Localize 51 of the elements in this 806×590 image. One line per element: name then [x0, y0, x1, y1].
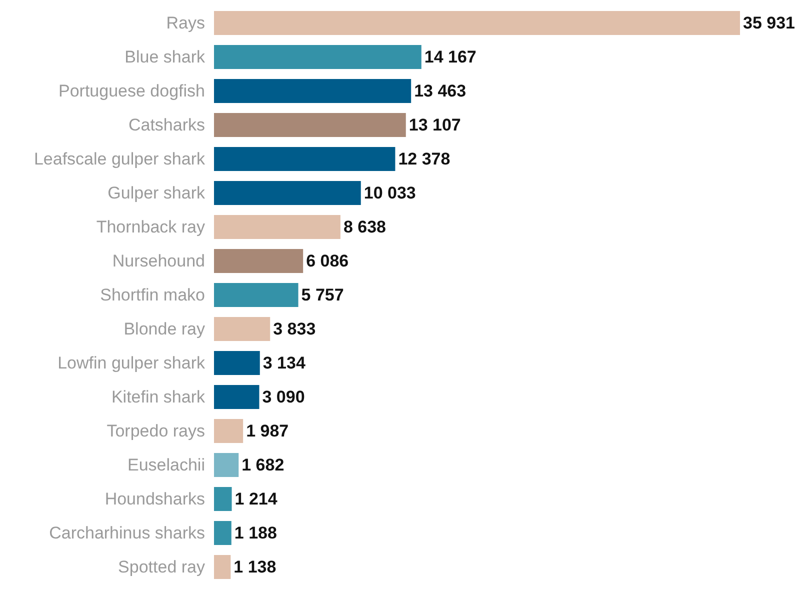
data-label: 1 682: [242, 456, 284, 474]
data-label: 3 090: [262, 388, 305, 406]
data-label: 13 107: [408, 116, 461, 134]
y-tick-label: Houndsharks: [104, 490, 205, 508]
y-tick-label: Kitefin shark: [111, 388, 206, 406]
data-label: 3 833: [273, 320, 316, 338]
y-tick-label: Blue shark: [124, 48, 206, 66]
bar: [214, 487, 232, 511]
bar: [214, 283, 298, 307]
bar: [214, 419, 244, 443]
bar: [214, 351, 260, 375]
bar: [214, 181, 361, 205]
bar: [214, 521, 232, 545]
bar: [214, 45, 422, 69]
bar: [214, 215, 340, 239]
data-label: 1 214: [234, 490, 278, 508]
y-tick-label: Rays: [166, 14, 205, 32]
data-label: 14 167: [424, 48, 476, 66]
y-tick-label: Nursehound: [112, 252, 205, 270]
y-tick-label: Torpedo rays: [106, 422, 205, 440]
y-tick-label: Portuguese dogfish: [58, 82, 205, 100]
bar: [214, 555, 231, 579]
data-label: 8 638: [343, 218, 386, 236]
bar: [214, 453, 239, 477]
y-tick-label: Thornback ray: [96, 218, 206, 236]
y-tick-label: Leafscale gulper shark: [34, 150, 206, 168]
y-tick-label: Blonde ray: [124, 320, 206, 338]
y-tick-label: Carcharhinus sharks: [49, 524, 205, 542]
y-tick-label: Shortfin mako: [100, 286, 205, 304]
bar: [214, 79, 412, 103]
data-label: 6 086: [306, 252, 349, 270]
data-label: 3 134: [262, 354, 306, 372]
y-tick-label: Spotted ray: [118, 558, 206, 576]
y-tick-label: Gulper shark: [108, 184, 206, 202]
y-tick-label: Catsharks: [128, 116, 205, 134]
data-label: 5 757: [301, 286, 344, 304]
data-label: 13 463: [414, 82, 466, 100]
data-label: 1 138: [234, 558, 276, 576]
y-tick-label: Lowfin gulper shark: [58, 354, 206, 372]
bar: [214, 11, 740, 35]
data-label: 10 033: [364, 184, 416, 202]
y-tick-label: Euselachii: [128, 456, 205, 474]
bar: [214, 385, 260, 409]
bar: [214, 113, 406, 137]
bar: [214, 317, 270, 341]
data-label: 35 931: [743, 14, 795, 32]
bar: [214, 147, 396, 171]
data-label: 1 188: [234, 524, 277, 542]
data-label: 1 987: [246, 422, 289, 440]
data-label: 12 378: [398, 150, 450, 168]
bar: [214, 249, 304, 273]
